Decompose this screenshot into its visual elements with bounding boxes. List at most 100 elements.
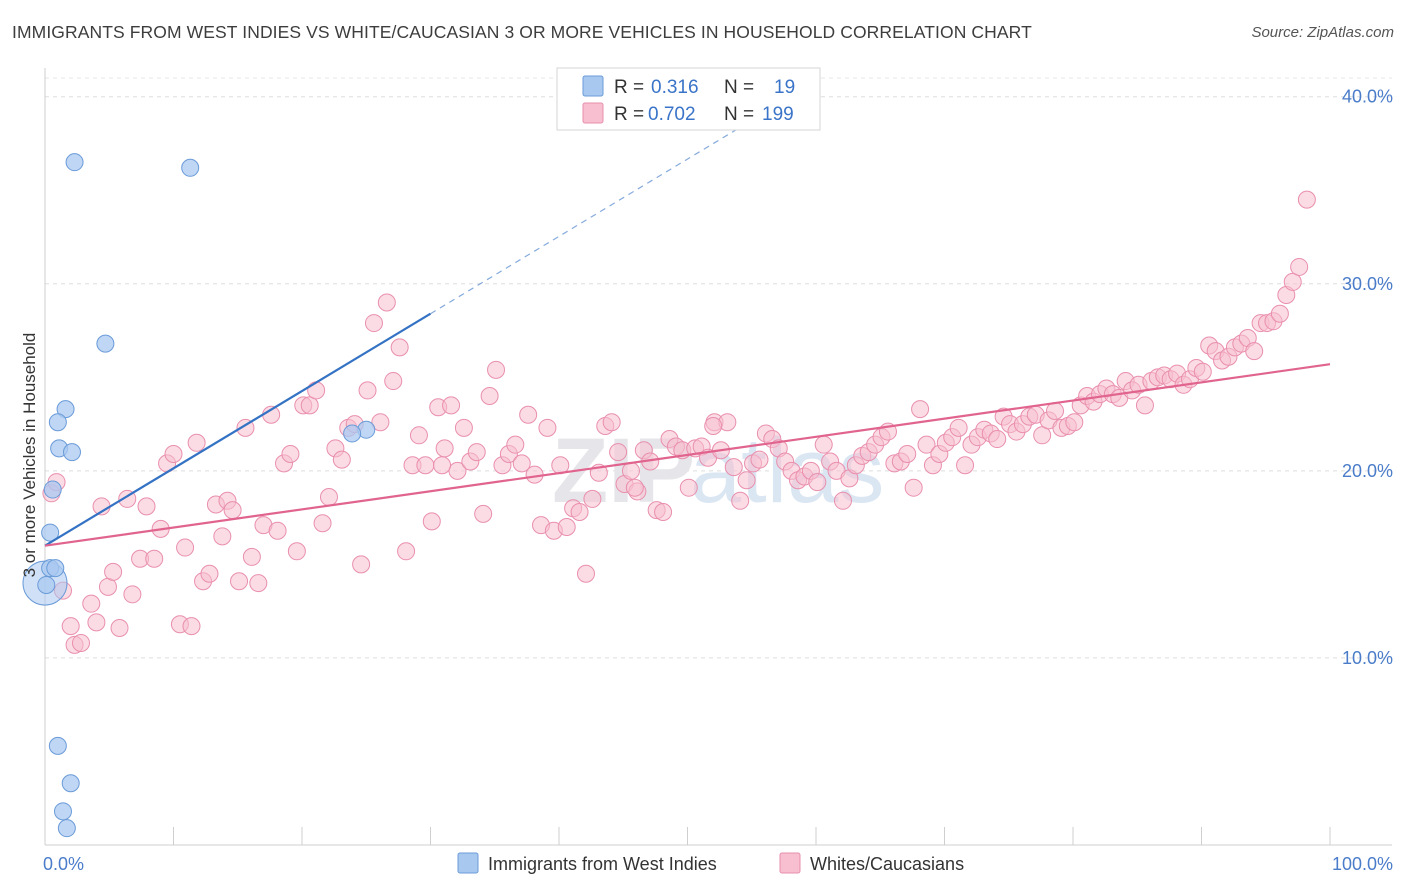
west-indies-trend-line xyxy=(44,312,432,547)
trend-lines xyxy=(44,112,1331,547)
whites-point xyxy=(1297,190,1316,209)
whites-point xyxy=(538,418,557,437)
west-indies-point xyxy=(37,575,56,594)
west-indies-point xyxy=(48,736,67,755)
axes xyxy=(44,68,1392,846)
legend-n-label-2: N = xyxy=(724,104,754,125)
series-west-indies-points xyxy=(22,153,376,838)
whites-point xyxy=(625,478,644,497)
west-indies-point xyxy=(343,424,362,443)
whites-point xyxy=(474,504,493,523)
whites-point xyxy=(654,503,673,522)
x-tick-labels: 0.0% 100.0% xyxy=(43,854,1393,874)
whites-point xyxy=(576,564,595,583)
whites-point xyxy=(123,585,142,604)
whites-point xyxy=(621,461,640,480)
y-tick-label: 10.0% xyxy=(1342,648,1393,668)
whites-point xyxy=(61,617,80,636)
source-label: Source: ZipAtlas.com xyxy=(1251,24,1394,41)
whites-point xyxy=(300,396,319,415)
series-whites-points xyxy=(42,190,1316,654)
whites-point xyxy=(352,555,371,574)
whites-point xyxy=(213,527,232,546)
bottom-legend-swatch-whites xyxy=(779,852,801,874)
whites-point xyxy=(704,416,723,435)
whites-point xyxy=(1135,396,1154,415)
whites-point xyxy=(602,413,621,432)
whites-point xyxy=(808,473,827,492)
west-indies-point xyxy=(46,559,65,578)
whites-point xyxy=(904,478,923,497)
whites-point xyxy=(332,450,351,469)
whites-point xyxy=(390,338,409,357)
whites-point xyxy=(242,547,261,566)
x-tick-label-max: 100.0% xyxy=(1332,854,1393,874)
legend-swatch-whites xyxy=(582,102,604,124)
whites-point xyxy=(442,396,461,415)
whites-point xyxy=(467,443,486,462)
whites-point xyxy=(814,435,833,454)
west-indies-point xyxy=(181,158,200,177)
whites-point xyxy=(397,542,416,561)
whites-point xyxy=(1270,304,1289,323)
whites-point xyxy=(145,549,164,568)
bottom-legend-label-west-indies: Immigrants from West Indies xyxy=(488,854,717,874)
whites-point xyxy=(71,633,90,652)
whites-point xyxy=(833,491,852,510)
y-axis-label: 3 or more Vehicles in Household xyxy=(20,333,39,578)
west-indies-point xyxy=(65,153,84,172)
whites-point xyxy=(679,478,698,497)
whites-point xyxy=(480,387,499,406)
whites-point xyxy=(416,456,435,475)
whites-trend-line xyxy=(44,363,1331,547)
whites-point xyxy=(724,458,743,477)
chart-title: IMMIGRANTS FROM WEST INDIES VS WHITE/CAU… xyxy=(12,22,1032,42)
whites-point xyxy=(409,426,428,445)
whites-point xyxy=(176,538,195,557)
legend-n-label-1: N = xyxy=(724,77,754,98)
whites-point xyxy=(200,564,219,583)
bottom-legend-label-whites: Whites/Caucasians xyxy=(810,854,964,874)
y-tick-label: 20.0% xyxy=(1342,461,1393,481)
whites-point xyxy=(268,521,287,540)
legend-box: R = 0.316 N = 19 R = 0.702 N = 199 xyxy=(556,67,821,131)
whites-point xyxy=(281,445,300,464)
whites-point xyxy=(377,293,396,312)
whites-point xyxy=(570,503,589,522)
whites-point xyxy=(956,456,975,475)
whites-point xyxy=(898,445,917,464)
whites-point xyxy=(737,471,756,490)
whites-point xyxy=(1245,342,1264,361)
whites-point xyxy=(358,381,377,400)
whites-point xyxy=(137,497,156,516)
whites-point xyxy=(433,456,452,475)
whites-point xyxy=(435,439,454,458)
whites-point xyxy=(609,443,628,462)
legend-r-label-2: R = xyxy=(614,104,644,125)
west-indies-point xyxy=(57,819,76,838)
whites-point xyxy=(98,577,117,596)
whites-point xyxy=(917,435,936,454)
bottom-legend-swatch-west-indies xyxy=(457,852,479,874)
whites-point xyxy=(307,381,326,400)
legend-r-label-1: R = xyxy=(614,77,644,98)
whites-point xyxy=(371,413,390,432)
west-indies-point xyxy=(41,523,60,542)
west-indies-trend-extension xyxy=(430,112,765,315)
whites-point xyxy=(949,418,968,437)
x-tick-label-min: 0.0% xyxy=(43,854,84,874)
whites-point xyxy=(287,542,306,561)
whites-point xyxy=(1290,257,1309,276)
legend-swatch-west-indies xyxy=(582,75,604,97)
whites-point xyxy=(506,435,525,454)
whites-point xyxy=(110,618,129,637)
west-indies-point xyxy=(43,480,62,499)
whites-point xyxy=(525,465,544,484)
legend-r-value-whites: 0.702 xyxy=(648,104,696,125)
legend-n-value-whites: 199 xyxy=(762,104,794,125)
whites-point xyxy=(731,491,750,510)
whites-point xyxy=(319,488,338,507)
legend-r-value-west-indies: 0.316 xyxy=(651,77,699,98)
whites-point xyxy=(454,418,473,437)
